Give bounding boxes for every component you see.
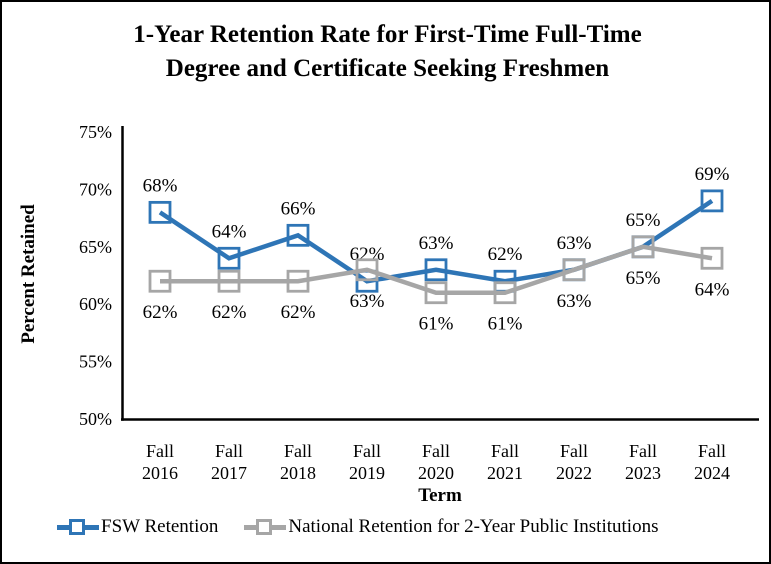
data-marker <box>286 223 310 247</box>
data-label: 69% <box>695 164 730 185</box>
data-label: 62% <box>350 244 385 265</box>
data-label: 63% <box>350 291 385 312</box>
data-marker <box>148 200 172 224</box>
x-tick-label: Fall 2022 <box>556 441 592 483</box>
data-label: 61% <box>488 314 523 335</box>
x-tick-label: Fall 2021 <box>487 441 523 483</box>
legend-line-marker-icon <box>57 517 99 537</box>
data-label: 62% <box>281 302 316 323</box>
chart-legend: FSW Retention National Retention for 2-Y… <box>57 516 658 538</box>
y-tick-label: 70% <box>79 179 112 199</box>
data-label: 68% <box>143 175 178 196</box>
data-marker <box>148 269 172 293</box>
chart-title-line-2: Degree and Certificate Seeking Freshmen <box>165 55 610 82</box>
data-label: 61% <box>419 314 454 335</box>
data-label: 62% <box>488 244 523 265</box>
legend-label: National Retention for 2-Year Public Ins… <box>288 516 659 537</box>
y-tick-label: 50% <box>79 409 112 429</box>
legend-label: FSW Retention <box>101 516 219 537</box>
data-label: 65% <box>626 210 661 231</box>
data-marker <box>355 258 379 282</box>
data-marker <box>424 258 448 282</box>
chart-title: 1-Year Retention Rate for First-Time Ful… <box>2 18 769 86</box>
data-label: 62% <box>143 302 178 323</box>
x-tick-label: Fall 2023 <box>625 441 661 483</box>
data-label: 66% <box>281 198 316 219</box>
y-tick-label: 60% <box>79 294 112 314</box>
data-marker <box>217 246 241 270</box>
data-label: 65% <box>626 268 661 289</box>
data-marker <box>700 246 724 270</box>
x-tick-label: Fall 2019 <box>349 441 385 483</box>
y-tick-label: 75% <box>79 122 112 142</box>
x-tick-label: Fall 2020 <box>418 441 454 483</box>
x-tick-label: Fall 2016 <box>142 441 178 483</box>
x-tick-label: Fall 2024 <box>694 441 730 483</box>
data-label: 64% <box>212 221 247 242</box>
chart-title-line-1: 1-Year Retention Rate for First-Time Ful… <box>133 21 642 48</box>
data-label: 64% <box>695 279 730 300</box>
legend-item-fsw-retention: FSW Retention <box>57 516 218 538</box>
data-marker <box>562 258 586 282</box>
data-label: 63% <box>557 233 592 254</box>
data-marker <box>424 281 448 305</box>
x-tick-label: Fall 2018 <box>280 441 316 483</box>
x-axis-title: Term <box>418 485 462 506</box>
data-marker <box>217 269 241 293</box>
y-tick-label: 65% <box>79 237 112 257</box>
data-label: 63% <box>419 233 454 254</box>
data-marker <box>286 269 310 293</box>
series-line <box>160 244 713 295</box>
legend-item-national-retention: National Retention for 2-Year Public Ins… <box>244 516 658 538</box>
data-label: 63% <box>557 291 592 312</box>
data-marker <box>631 235 655 259</box>
legend-line-marker-icon <box>244 517 287 537</box>
data-label: 62% <box>212 302 247 323</box>
data-marker <box>700 189 724 213</box>
y-tick-label: 55% <box>79 352 112 372</box>
x-tick-label: Fall 2017 <box>211 441 247 483</box>
data-marker <box>493 281 517 305</box>
